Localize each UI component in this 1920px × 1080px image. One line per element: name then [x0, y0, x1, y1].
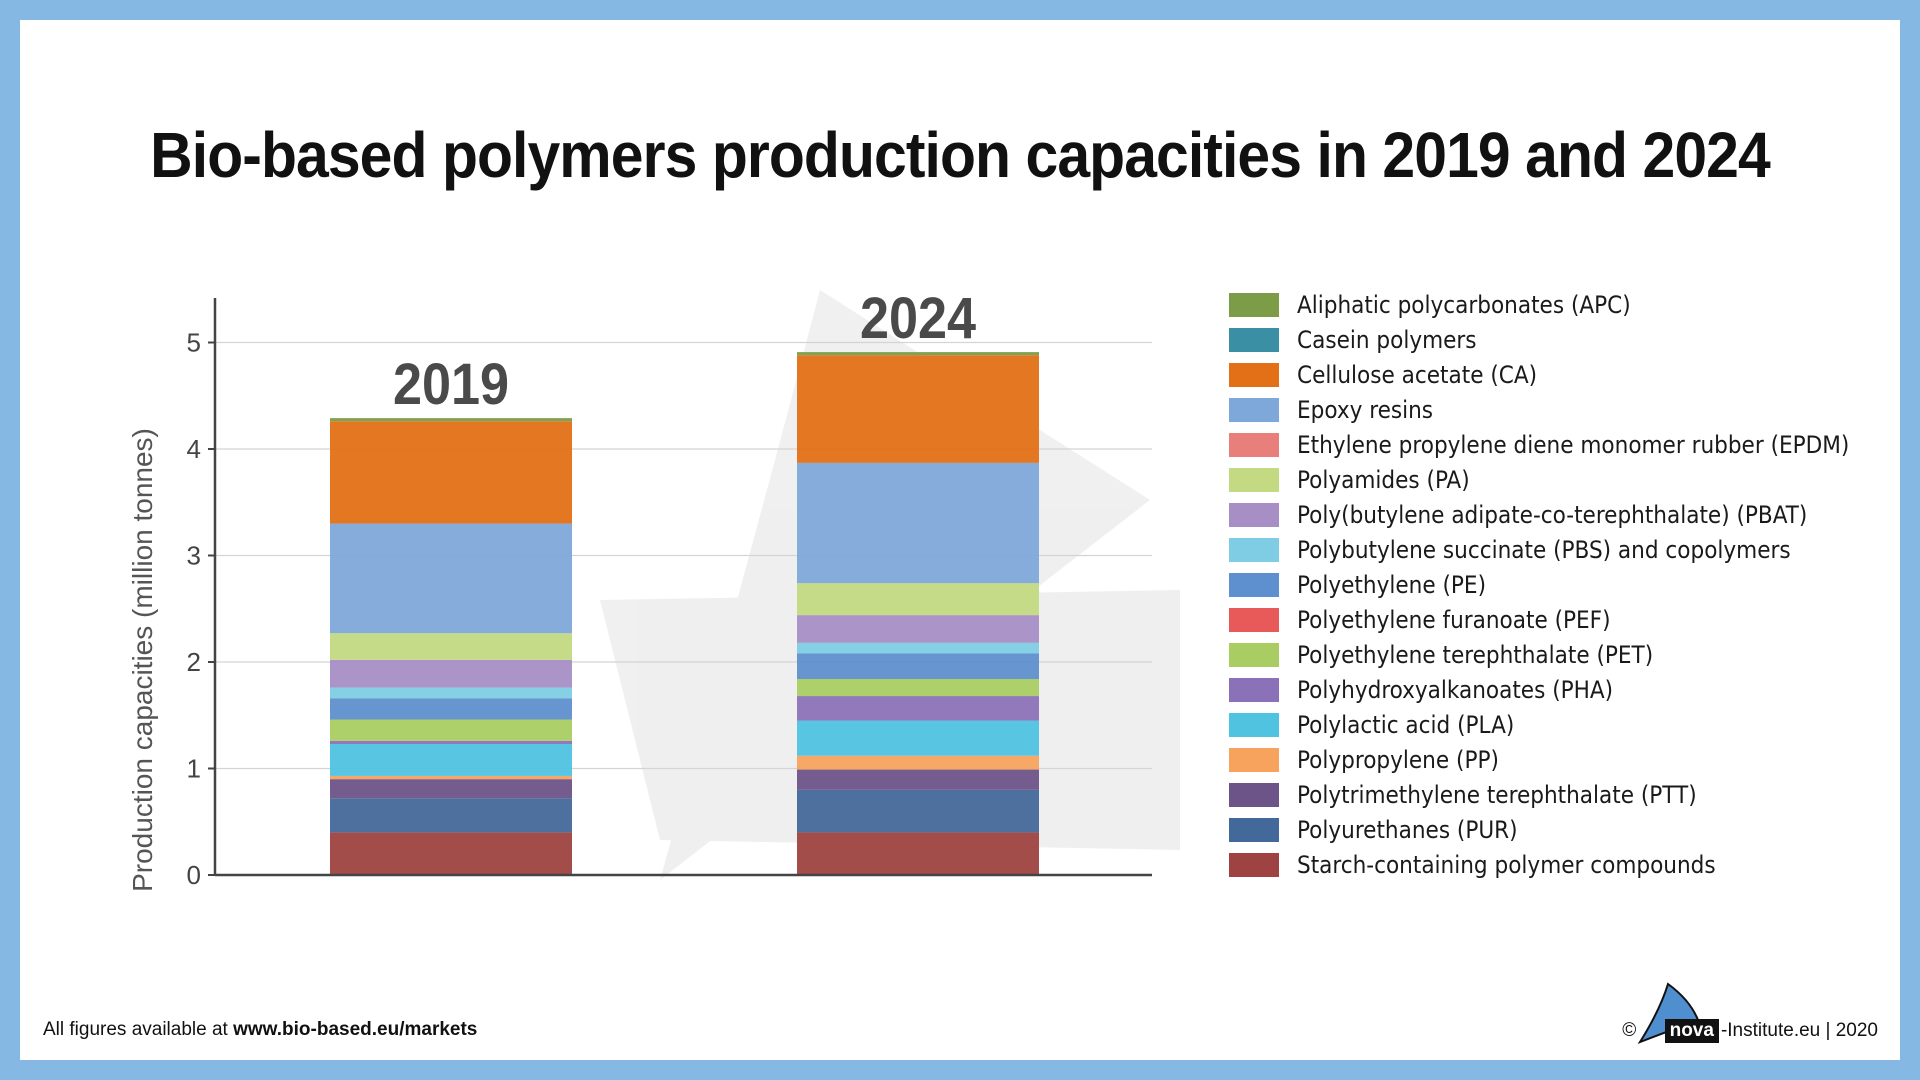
legend-label: Epoxy resins — [1297, 395, 1434, 424]
bar-segment — [797, 696, 1039, 721]
y-tick-label: 3 — [187, 541, 201, 571]
bar-segment — [330, 798, 572, 833]
legend-swatch — [1229, 782, 1279, 807]
legend-item: Ethylene propylene diene monomer rubber … — [1229, 427, 1909, 462]
chart-title: Bio-based polymers production capacities… — [150, 119, 1771, 191]
legend-label: Polypropylene (PP) — [1297, 745, 1499, 774]
legend-item: Polylactic acid (PLA) — [1229, 707, 1909, 742]
legend-label: Starch-containing polymer compounds — [1297, 850, 1716, 879]
bar-segment — [797, 832, 1039, 875]
y-tick-label: 5 — [187, 328, 201, 358]
bar-segment — [330, 775, 572, 780]
bar-segment — [797, 755, 1039, 770]
legend-label: Polyethylene (PE) — [1297, 570, 1486, 599]
legend-label: Poly(butylene adipate-co-terephthalate) … — [1297, 500, 1808, 529]
category-label: 2019 — [393, 352, 509, 417]
legend-item: Polyethylene furanoate (PEF) — [1229, 602, 1909, 637]
bar-segment — [797, 653, 1039, 680]
legend-swatch — [1229, 572, 1279, 597]
bar-segment — [797, 720, 1039, 756]
legend-swatch — [1229, 747, 1279, 772]
footer-source-prefix: All figures available at — [43, 1019, 234, 1040]
legend-label: Polylactic acid (PLA) — [1297, 710, 1515, 739]
bar-segment — [797, 462, 1039, 584]
legend-label: Polyurethanes (PUR) — [1297, 815, 1518, 844]
legend-swatch — [1229, 362, 1279, 387]
legend-label: Polyamides (PA) — [1297, 465, 1470, 494]
y-tick-label: 0 — [187, 860, 201, 890]
category-label: 2024 — [860, 286, 976, 351]
legend-item: Epoxy resins — [1229, 392, 1909, 427]
y-tick-label: 2 — [187, 647, 201, 677]
legend-swatch — [1229, 817, 1279, 842]
legend-item: Polyurethanes (PUR) — [1229, 812, 1909, 847]
legend-swatch — [1229, 852, 1279, 877]
bar-segment — [330, 698, 572, 720]
nova-brand-badge: nova — [1664, 1019, 1719, 1043]
legend-swatch — [1229, 327, 1279, 352]
bar-segment — [797, 769, 1039, 790]
legend-item: Polyethylene (PE) — [1229, 567, 1909, 602]
bar-segment — [330, 418, 572, 422]
legend-item: Aliphatic polycarbonates (APC) — [1229, 287, 1909, 322]
chart-legend: Aliphatic polycarbonates (APC) Casein pol… — [1229, 287, 1909, 882]
bar-segment — [797, 583, 1039, 616]
nova-logo-icon — [1637, 982, 1700, 1044]
legend-item: Casein polymers — [1229, 322, 1909, 357]
legend-item: Polybutylene succinate (PBS) and copolym… — [1229, 532, 1909, 567]
bar-segment — [330, 744, 572, 776]
bar-segment — [330, 832, 572, 875]
bar-segment — [797, 789, 1039, 833]
legend-item: Polytrimethylene terephthalate (PTT) — [1229, 777, 1909, 812]
bar-segment — [330, 633, 572, 660]
y-tick-label: 1 — [187, 754, 201, 784]
legend-item: Starch-containing polymer compounds — [1229, 847, 1909, 882]
legend-label: Polytrimethylene terephthalate (PTT) — [1297, 780, 1697, 809]
bar-segment — [797, 352, 1039, 356]
legend-swatch — [1229, 292, 1279, 317]
legend-label: Aliphatic polycarbonates (APC) — [1297, 290, 1631, 319]
legend-swatch — [1229, 677, 1279, 702]
legend-label: Polyhydroxyalkanoates (PHA) — [1297, 675, 1614, 704]
legend-item: Polyethylene terephthalate (PET) — [1229, 637, 1909, 672]
copyright-symbol: © — [1622, 1020, 1637, 1041]
legend-item: Poly(butylene adipate-co-terephthalate) … — [1229, 497, 1909, 532]
footer-brand-suffix: -Institute.eu | 2020 — [1720, 1020, 1878, 1041]
bar-segment — [797, 679, 1039, 697]
legend-item: Polypropylene (PP) — [1229, 742, 1909, 777]
legend-label: Polyethylene furanoate (PEF) — [1297, 605, 1611, 634]
bar-segment — [330, 719, 572, 741]
legend-label: Casein polymers — [1297, 325, 1477, 354]
bar-segment — [330, 421, 572, 524]
bar-segment — [330, 687, 572, 699]
legend-swatch — [1229, 467, 1279, 492]
footer-copyright: © nova -Institute.eu | 2020 — [1622, 1019, 1878, 1043]
legend-item: Polyhydroxyalkanoates (PHA) — [1229, 672, 1909, 707]
legend-label: Cellulose acetate (CA) — [1297, 360, 1538, 389]
legend-swatch — [1229, 537, 1279, 562]
bar-segment — [330, 740, 572, 745]
legend-swatch — [1229, 607, 1279, 632]
legend-label: Ethylene propylene diene monomer rubber … — [1297, 430, 1850, 459]
legend-swatch — [1229, 502, 1279, 527]
legend-swatch — [1229, 397, 1279, 422]
footer-source: All figures available at www.bio-based.e… — [43, 1019, 477, 1041]
footer-source-link[interactable]: www.bio-based.eu/markets — [233, 1019, 478, 1040]
bar-segment — [797, 615, 1039, 643]
y-axis-label: Production capacities (million tonnes) — [127, 428, 158, 892]
legend-swatch — [1229, 712, 1279, 737]
bar-segment — [330, 779, 572, 799]
bar-segment — [797, 355, 1039, 463]
bar-segment — [330, 523, 572, 634]
y-tick-label: 4 — [187, 434, 201, 464]
legend-swatch — [1229, 432, 1279, 457]
legend-label: Polyethylene terephthalate (PET) — [1297, 640, 1654, 669]
bar-segment — [330, 659, 572, 688]
legend-item: Cellulose acetate (CA) — [1229, 357, 1909, 392]
legend-item: Polyamides (PA) — [1229, 462, 1909, 497]
legend-swatch — [1229, 642, 1279, 667]
legend-label: Polybutylene succinate (PBS) and copolym… — [1297, 535, 1791, 564]
bar-segment — [797, 642, 1039, 654]
